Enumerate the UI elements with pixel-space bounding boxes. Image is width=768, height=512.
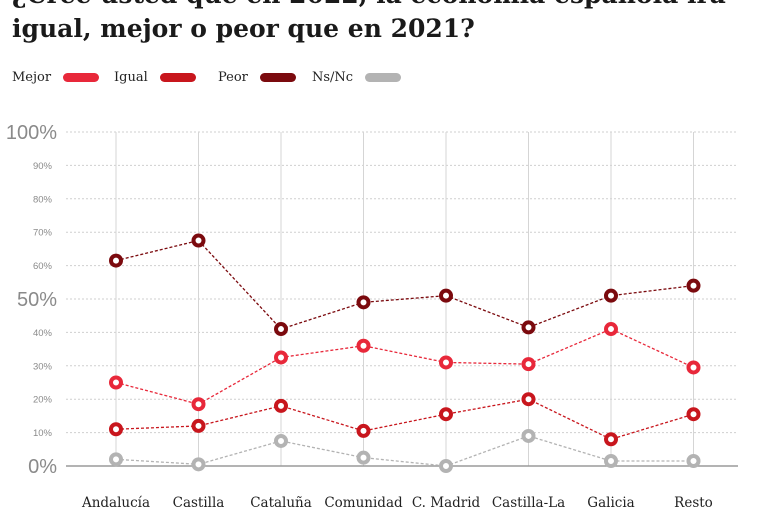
data-point-igual [191, 418, 206, 433]
legend-label-nsnc: Ns/Nc [312, 70, 354, 85]
data-point-igual [686, 407, 701, 422]
y-tick-label: 30% [33, 361, 53, 372]
x-tick-label: C. Madrid [412, 495, 481, 511]
data-point-mejor [191, 397, 206, 412]
data-point-igual [439, 407, 453, 422]
data-point-igual [604, 432, 618, 447]
legend-label-peor: Peor [218, 70, 248, 85]
data-point-mejor [604, 322, 618, 337]
data-point-nsnc [356, 450, 371, 465]
y-tick-label: 60% [33, 261, 53, 272]
x-tick-label: Castilla [173, 495, 225, 511]
data-point-nsnc [604, 453, 618, 468]
chart-title: ¿Cree usted que en 2022, la economía esp… [12, 0, 762, 46]
data-point-igual [521, 392, 536, 407]
series-line-mejor [115, 328, 694, 405]
data-point-peor [521, 320, 536, 335]
data-point-mejor [686, 360, 701, 375]
data-point-mejor [439, 355, 453, 370]
data-point-peor [439, 288, 453, 303]
data-point-mejor [109, 375, 123, 390]
legend-item-peor: Peor [218, 70, 296, 85]
data-point-igual [109, 422, 123, 437]
data-point-peor [191, 233, 206, 248]
x-tick-label: Comunidad [324, 495, 403, 511]
legend-swatch-igual [159, 73, 196, 82]
legend-item-nsnc: Ns/Nc [312, 70, 402, 85]
series-line-peor [115, 239, 694, 330]
data-point-peor [686, 278, 701, 293]
x-tick-label: Galicia [587, 495, 634, 511]
y-tick-label: 50% [17, 289, 57, 311]
data-point-peor [604, 288, 618, 303]
legend-item-igual: Igual [114, 70, 196, 85]
data-point-nsnc [274, 433, 288, 448]
data-point-nsnc [521, 428, 536, 443]
data-point-nsnc [439, 459, 453, 473]
y-tick-label: 20% [33, 395, 53, 406]
legend-swatch-mejor [63, 73, 100, 82]
y-tick-label: 40% [33, 328, 53, 339]
legend-label-mejor: Mejor [12, 70, 52, 85]
x-tick-label: Andalucía [81, 495, 150, 511]
data-point-igual [274, 398, 288, 413]
series-line-nsnc [115, 435, 694, 467]
data-point-peor [109, 253, 123, 268]
y-tick-label: 80% [33, 194, 53, 205]
series-line-igual [115, 398, 694, 440]
data-point-peor [356, 295, 371, 310]
chart-title-line-2: igual, mejor o peor que en 2021? [12, 14, 475, 43]
y-tick-label: 10% [33, 428, 53, 439]
data-point-mejor [274, 350, 288, 365]
y-tick-label: 90% [33, 161, 53, 172]
y-tick-label: 70% [33, 228, 53, 239]
legend-item-mejor: Mejor [12, 70, 100, 85]
legend-label-igual: Igual [114, 70, 148, 85]
data-point-peor [274, 322, 288, 337]
x-tick-label: Resto [674, 495, 713, 511]
data-point-nsnc [191, 457, 206, 472]
legend-swatch-nsnc [365, 73, 402, 82]
data-point-mejor [356, 338, 371, 353]
legend-swatch-peor [259, 73, 296, 82]
x-tick-label: Castilla-La [492, 495, 565, 511]
data-point-nsnc [109, 452, 123, 467]
data-point-mejor [521, 357, 536, 372]
y-tick-label: 0% [28, 456, 57, 478]
data-point-igual [356, 423, 371, 438]
chart-title-line-1: ¿Cree usted que en 2022, la economía esp… [12, 0, 762, 12]
data-point-nsnc [686, 453, 701, 468]
y-tick-label: 100% [6, 122, 57, 144]
x-tick-label: Cataluña [250, 495, 312, 511]
